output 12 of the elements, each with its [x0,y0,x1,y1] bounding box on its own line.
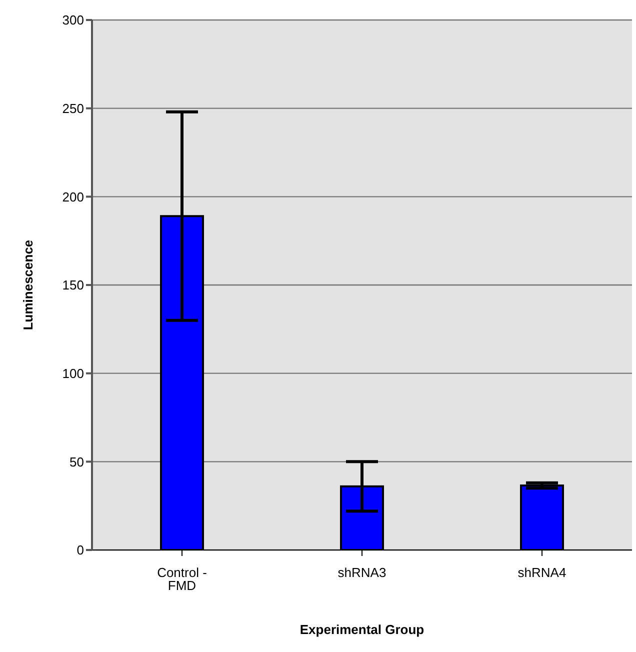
y-tick-label: 200 [62,189,84,204]
x-axis-title: Experimental Group [300,622,424,637]
y-tick-label: 50 [70,454,84,470]
y-tick-label: 250 [62,100,84,116]
x-tick-label: shRNA4 [518,565,566,580]
y-axis-title: Luminescence [20,240,36,330]
x-tick-label: Control - FMD [157,565,207,594]
y-tick-label: 0 [76,542,84,558]
y-tick-label: 150 [62,278,84,293]
x-tick-label: shRNA3 [338,565,386,580]
y-tick-label: 300 [62,12,84,28]
y-tick-label: 100 [62,366,84,381]
